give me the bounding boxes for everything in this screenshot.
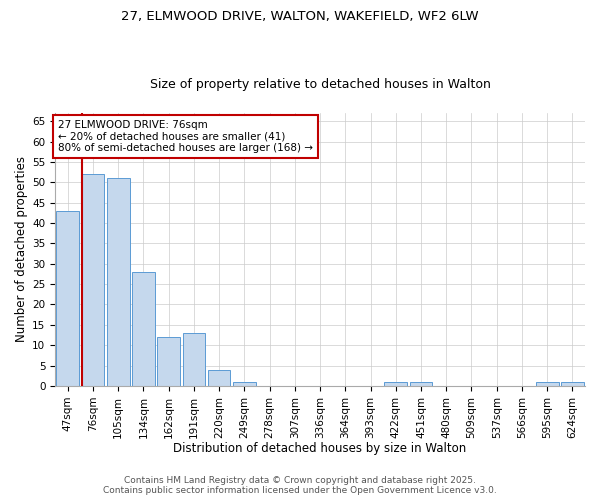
Text: 27, ELMWOOD DRIVE, WALTON, WAKEFIELD, WF2 6LW: 27, ELMWOOD DRIVE, WALTON, WAKEFIELD, WF…	[121, 10, 479, 23]
Bar	[233, 382, 256, 386]
Bar	[182, 333, 205, 386]
Bar	[385, 382, 407, 386]
Y-axis label: Number of detached properties: Number of detached properties	[15, 156, 28, 342]
Bar	[561, 382, 584, 386]
Bar	[157, 337, 180, 386]
Title: Size of property relative to detached houses in Walton: Size of property relative to detached ho…	[149, 78, 491, 91]
Bar	[208, 370, 230, 386]
Bar	[132, 272, 155, 386]
Bar	[56, 211, 79, 386]
Text: Contains HM Land Registry data © Crown copyright and database right 2025.
Contai: Contains HM Land Registry data © Crown c…	[103, 476, 497, 495]
Bar	[536, 382, 559, 386]
X-axis label: Distribution of detached houses by size in Walton: Distribution of detached houses by size …	[173, 442, 467, 455]
Text: 27 ELMWOOD DRIVE: 76sqm
← 20% of detached houses are smaller (41)
80% of semi-de: 27 ELMWOOD DRIVE: 76sqm ← 20% of detache…	[58, 120, 313, 153]
Bar	[410, 382, 433, 386]
Bar	[82, 174, 104, 386]
Bar	[107, 178, 130, 386]
